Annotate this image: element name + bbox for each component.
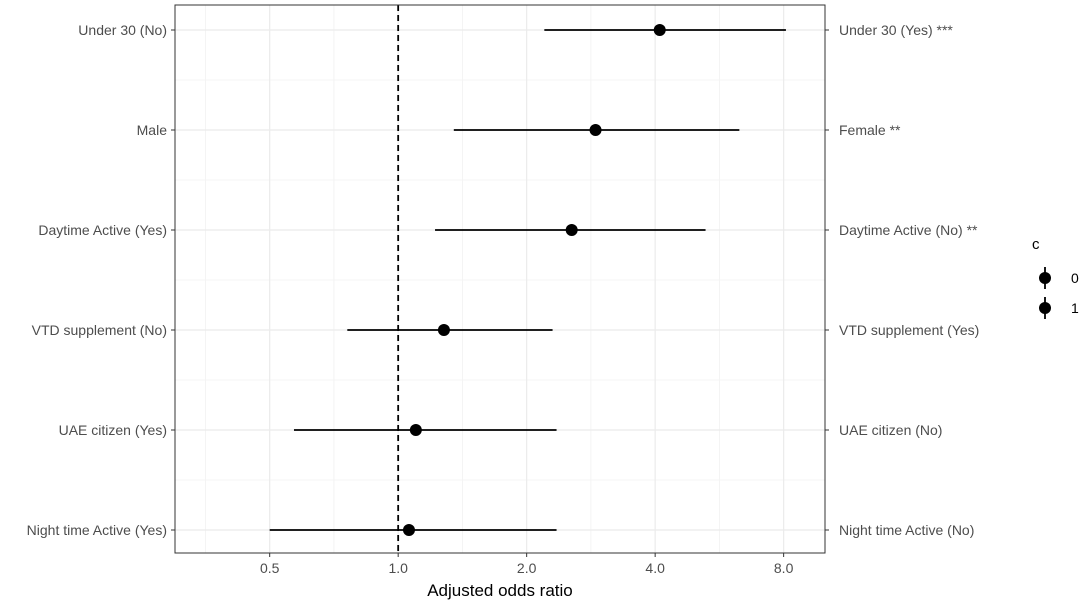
legend: c 01 bbox=[1032, 236, 1079, 319]
left-row-label: Male bbox=[137, 122, 168, 138]
x-axis-ticks: 0.5 1.0 2.0 4.0 8.0 bbox=[260, 553, 794, 576]
left-row-label: UAE citizen (Yes) bbox=[59, 422, 167, 438]
right-row-label: VTD supplement (Yes) bbox=[839, 322, 979, 338]
or-point bbox=[402, 524, 415, 536]
x-tick-label: 8.0 bbox=[774, 560, 794, 576]
left-row-label: Daytime Active (Yes) bbox=[38, 222, 167, 238]
left-axis-labels: Under 30 (No) Male Daytime Active (Yes) VTD… bbox=[27, 22, 175, 538]
right-row-label: UAE citizen (No) bbox=[839, 422, 942, 438]
x-axis-title: Adjusted odds ratio bbox=[427, 581, 573, 600]
x-tick-label: 2.0 bbox=[517, 560, 537, 576]
odds-ratio-points bbox=[402, 24, 666, 536]
x-tick-label: 4.0 bbox=[645, 560, 665, 576]
or-point bbox=[565, 224, 578, 236]
left-row-label: Under 30 (No) bbox=[78, 22, 167, 38]
or-point bbox=[409, 424, 422, 436]
or-point bbox=[653, 24, 666, 36]
right-row-label: Female ** bbox=[839, 122, 901, 138]
or-point bbox=[437, 324, 450, 336]
left-row-label: Night time Active (Yes) bbox=[27, 522, 167, 538]
left-row-label: VTD supplement (No) bbox=[32, 322, 167, 338]
minor-gridlines bbox=[175, 5, 825, 553]
legend-key-point bbox=[1039, 302, 1051, 314]
x-tick-label: 1.0 bbox=[388, 560, 408, 576]
right-row-label: Under 30 (Yes) *** bbox=[839, 22, 953, 38]
legend-items: 01 bbox=[1039, 267, 1079, 319]
legend-title: c bbox=[1032, 236, 1040, 253]
legend-label: 0 bbox=[1071, 270, 1079, 286]
panel-border bbox=[174, 4, 826, 554]
right-axis-labels: Under 30 (Yes) *** Female ** Daytime Activ… bbox=[825, 22, 979, 538]
or-point bbox=[589, 124, 602, 136]
right-row-label: Daytime Active (No) ** bbox=[839, 222, 978, 238]
x-tick-label: 0.5 bbox=[260, 560, 280, 576]
legend-label: 1 bbox=[1071, 300, 1079, 316]
right-row-label: Night time Active (No) bbox=[839, 522, 974, 538]
legend-key-point bbox=[1039, 272, 1051, 284]
